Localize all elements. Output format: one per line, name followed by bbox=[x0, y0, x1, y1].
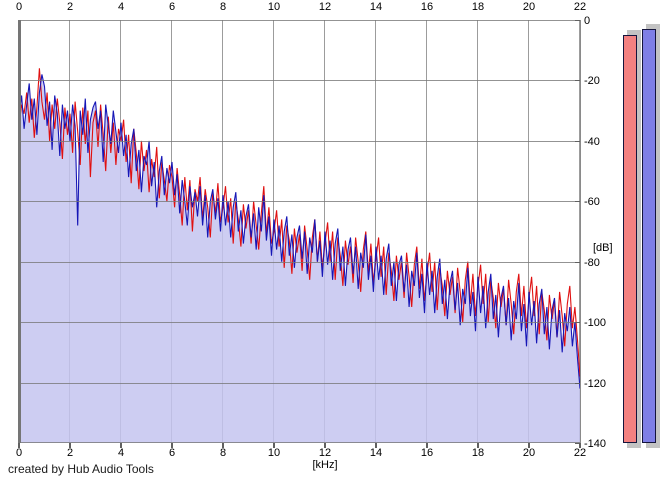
db-tick-mark bbox=[575, 443, 580, 444]
bottom-frequency-tick-label: 6 bbox=[168, 447, 176, 459]
bottom-frequency-tick-label: 10 bbox=[267, 447, 281, 459]
spectrum-plot bbox=[19, 20, 580, 443]
frequency-tick-mark bbox=[18, 443, 20, 448]
frequency-tick-mark bbox=[324, 443, 326, 448]
bottom-frequency-tick-label: 16 bbox=[420, 447, 434, 459]
credit-text: created by Hub Audio Tools bbox=[8, 462, 154, 476]
db-tick-label: -100 bbox=[584, 317, 607, 329]
frequency-tick-mark bbox=[528, 443, 530, 448]
frequency-tick-mark bbox=[120, 443, 122, 448]
db-tick-label: -120 bbox=[584, 378, 607, 390]
top-frequency-tick-label: 12 bbox=[318, 1, 332, 13]
frequency-tick-mark bbox=[477, 443, 479, 448]
db-tick-mark bbox=[575, 383, 580, 384]
x-axis-unit-label: [kHz] bbox=[312, 459, 338, 471]
db-tick-label: -40 bbox=[584, 136, 600, 148]
db-tick-label: -140 bbox=[584, 438, 607, 450]
db-tick-label: -60 bbox=[584, 196, 600, 208]
top-frequency-tick-label: 6 bbox=[168, 1, 176, 13]
db-tick-label: -20 bbox=[584, 75, 600, 87]
top-frequency-tick-label: 14 bbox=[369, 1, 383, 13]
frequency-tick-mark bbox=[375, 443, 377, 448]
top-frequency-tick-label: 2 bbox=[66, 1, 74, 13]
db-tick-mark bbox=[575, 141, 580, 142]
right-level-meter bbox=[642, 29, 656, 443]
db-tick-mark bbox=[575, 20, 580, 21]
db-tick-mark bbox=[575, 201, 580, 202]
frequency-tick-mark bbox=[273, 443, 275, 448]
frequency-tick-mark bbox=[426, 443, 428, 448]
db-tick-mark bbox=[575, 262, 580, 263]
left-level-meter bbox=[623, 35, 637, 443]
top-frequency-tick-label: 18 bbox=[471, 1, 485, 13]
bottom-frequency-tick-label: 0 bbox=[15, 447, 23, 459]
y-axis-unit-label: [dB] bbox=[593, 242, 613, 254]
right-db-axis-line bbox=[580, 20, 581, 444]
spectrum-fill-area bbox=[19, 74, 580, 443]
bottom-frequency-tick-label: 2 bbox=[66, 447, 74, 459]
top-frequency-tick-label: 4 bbox=[117, 1, 125, 13]
top-frequency-tick-label: 10 bbox=[267, 1, 281, 13]
blue-spectrum-trace bbox=[19, 74, 580, 389]
bottom-frequency-tick-label: 22 bbox=[573, 447, 587, 459]
db-tick-mark bbox=[575, 80, 580, 81]
frequency-tick-mark bbox=[171, 443, 173, 448]
top-frequency-tick-label: 22 bbox=[573, 1, 587, 13]
bottom-frequency-tick-label: 14 bbox=[369, 447, 383, 459]
top-frequency-tick-label: 16 bbox=[420, 1, 434, 13]
top-frequency-tick-label: 20 bbox=[522, 1, 536, 13]
bottom-frequency-tick-label: 12 bbox=[318, 447, 332, 459]
top-frequency-tick-label: 8 bbox=[219, 1, 227, 13]
frequency-tick-mark bbox=[579, 443, 581, 448]
bottom-frequency-tick-label: 20 bbox=[522, 447, 536, 459]
bottom-frequency-tick-label: 8 bbox=[219, 447, 227, 459]
plot-left-border bbox=[18, 20, 21, 443]
frequency-tick-mark bbox=[69, 443, 71, 448]
db-tick-mark bbox=[575, 322, 580, 323]
bottom-frequency-tick-label: 4 bbox=[117, 447, 125, 459]
top-frequency-tick-label: 0 bbox=[15, 1, 23, 13]
red-spectrum-trace bbox=[19, 68, 580, 377]
db-tick-label: -80 bbox=[584, 257, 600, 269]
frequency-tick-mark bbox=[222, 443, 224, 448]
db-tick-label: 0 bbox=[584, 15, 591, 27]
bottom-frequency-tick-label: 18 bbox=[471, 447, 485, 459]
